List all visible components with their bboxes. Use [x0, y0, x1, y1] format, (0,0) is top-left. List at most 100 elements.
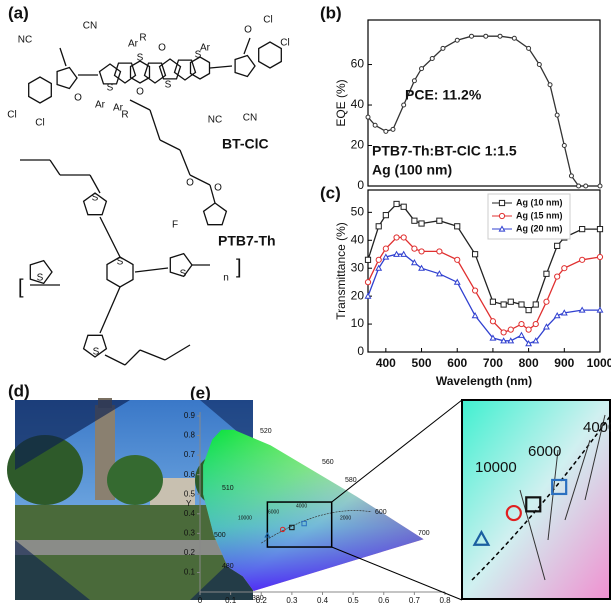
- marker: [472, 252, 477, 257]
- legend-label: Ag (10 nm): [516, 197, 563, 207]
- marker: [512, 36, 516, 40]
- marker: [499, 200, 504, 205]
- zoom-label: 6000: [528, 443, 561, 460]
- atom-label: Cl: [7, 110, 16, 121]
- marker: [490, 319, 495, 324]
- annotation: PTB7-Th:BT-ClC 1:1.5: [372, 143, 517, 159]
- bond: [259, 42, 282, 68]
- marker: [437, 249, 442, 254]
- marker: [555, 113, 559, 117]
- y-tick-label: 40: [351, 97, 365, 111]
- atom-label: S: [37, 273, 44, 284]
- legend-label: Ag (15 nm): [516, 210, 563, 220]
- marker: [580, 308, 585, 313]
- y-tick-label: 50: [351, 205, 365, 219]
- marker: [584, 184, 588, 188]
- marker: [508, 299, 513, 304]
- marker: [419, 249, 424, 254]
- bond: [135, 268, 168, 272]
- atom-label: NC: [18, 35, 32, 46]
- marker: [555, 243, 560, 248]
- atom-label: Cl: [35, 118, 44, 129]
- marker: [430, 56, 434, 60]
- bond: [100, 217, 120, 257]
- atom-label: CN: [243, 113, 257, 124]
- marker: [499, 213, 504, 218]
- bond: [150, 110, 160, 140]
- panel-label: (b): [320, 3, 342, 22]
- marker: [383, 213, 388, 218]
- marker: [365, 257, 370, 262]
- bracket: ]: [236, 256, 242, 278]
- x-tick-label: 800: [519, 356, 539, 370]
- cct-label: 10000: [238, 515, 252, 521]
- marker: [376, 224, 381, 229]
- bond: [145, 63, 166, 83]
- atom-label: R: [121, 110, 128, 121]
- marker: [455, 280, 460, 285]
- atom-label: O: [74, 93, 82, 104]
- y-tick-label: 40: [351, 232, 365, 246]
- atom-label: Ar: [128, 39, 139, 50]
- y-tick-label: 0: [357, 344, 364, 358]
- marker: [544, 271, 549, 276]
- marker: [365, 280, 370, 285]
- marker: [519, 302, 524, 307]
- atom-label: n: [223, 273, 229, 284]
- y-axis-label: Transmittance (%): [334, 222, 348, 320]
- annotation: Ag (100 nm): [372, 162, 452, 178]
- atom-label: O: [136, 87, 144, 98]
- panel-label: (a): [8, 3, 29, 22]
- y-tick-label: 20: [351, 288, 365, 302]
- marker: [569, 174, 573, 178]
- locus-label: 520: [260, 428, 272, 435]
- zoom-label: 10000: [475, 459, 517, 476]
- marker: [501, 338, 506, 343]
- legend-label: Ag (20 nm): [516, 223, 563, 233]
- atom-label: Cl: [280, 38, 289, 49]
- cct-label: 6000: [268, 509, 279, 515]
- marker: [470, 34, 474, 38]
- marker: [472, 313, 477, 318]
- zoom-label: 4000: [583, 419, 611, 436]
- y-tick-label: 0.2: [184, 548, 196, 557]
- locus-label: 480: [222, 563, 234, 570]
- y-axis-label: Y: [186, 499, 192, 508]
- x-tick-label: 0.6: [378, 596, 390, 605]
- y-tick-label: 30: [351, 260, 365, 274]
- atom-label: NC: [208, 115, 222, 126]
- atom-label: Ar: [95, 100, 106, 111]
- atom-label: O: [158, 43, 166, 54]
- y-tick-label: 0.9: [184, 411, 196, 420]
- marker: [455, 224, 460, 229]
- y-tick-label: 20: [351, 138, 365, 152]
- marker: [537, 63, 541, 67]
- marker: [394, 252, 399, 257]
- locus-label: 700: [418, 530, 430, 537]
- bond: [60, 48, 66, 66]
- marker: [437, 218, 442, 223]
- marker: [562, 266, 567, 271]
- marker: [580, 257, 585, 262]
- marker: [412, 79, 416, 83]
- marker: [526, 308, 531, 313]
- x-tick-label: 0.7: [409, 596, 421, 605]
- bond: [57, 68, 77, 89]
- x-tick-label: 700: [483, 356, 503, 370]
- x-axis-label: Wavelength (nm): [436, 374, 532, 388]
- bond: [90, 175, 100, 193]
- marker: [490, 299, 495, 304]
- marker: [577, 184, 581, 188]
- atom-label: O: [244, 25, 252, 36]
- x-tick-label: 0.4: [317, 596, 329, 605]
- marker: [526, 327, 531, 332]
- data-line: [368, 238, 600, 333]
- marker: [597, 308, 602, 313]
- bond: [100, 287, 120, 333]
- atom-label: R: [139, 33, 146, 44]
- bracket: [: [18, 276, 24, 298]
- marker: [597, 254, 602, 259]
- structure-name: PTB7-Th: [218, 233, 276, 249]
- y-axis-label: EQE (%): [334, 79, 348, 126]
